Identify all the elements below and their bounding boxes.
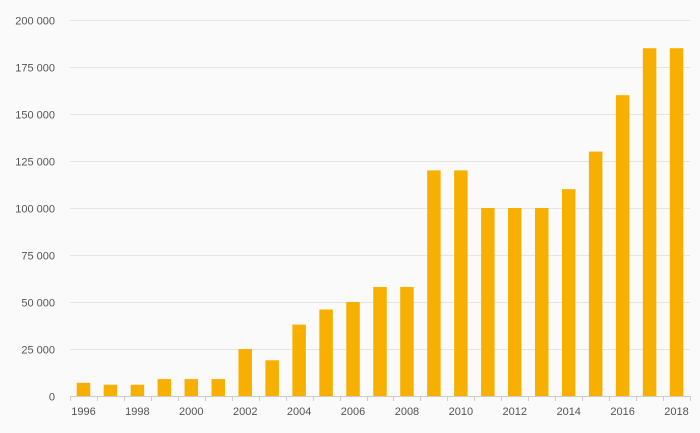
bar-2018 — [669, 48, 684, 396]
bar-2000 — [184, 379, 199, 396]
y-tick-label: 150 000 — [15, 110, 55, 122]
y-tick-label: 0 — [49, 392, 55, 404]
y-tick-label: 200 000 — [15, 16, 55, 28]
bar-2008 — [400, 286, 414, 396]
bar-2007 — [373, 286, 387, 396]
bar-2004 — [292, 324, 306, 396]
bar-2017 — [642, 48, 657, 396]
x-axis: 1996 1998 2000 2002 2004 2006 2008 2010 2012 2014… — [70, 396, 691, 418]
bar-2011 — [481, 208, 495, 396]
bar-2015 — [588, 151, 603, 396]
y-tick-label: 175 000 — [15, 63, 55, 75]
x-tick-label: 1996 — [71, 406, 95, 418]
y-tick-label: 100 000 — [15, 204, 55, 216]
bar-2009 — [427, 170, 441, 396]
y-tick-label: 25 000 — [21, 345, 55, 357]
y-axis-tick-labels: 0 25 000 50 000 75 000 100 000 125 000 150 000… — [15, 16, 55, 404]
bar-2014 — [561, 189, 576, 396]
x-tick-label: 2008 — [395, 406, 419, 418]
x-tick-label: 2002 — [233, 406, 257, 418]
bar-2013 — [534, 208, 549, 396]
bar-2001 — [211, 379, 226, 396]
x-tick-label: 2010 — [449, 406, 473, 418]
x-tick-label: 1998 — [125, 406, 149, 418]
x-tick-label: 2000 — [179, 406, 203, 418]
x-tick-label: 2006 — [341, 406, 365, 418]
bar-2012 — [508, 208, 522, 396]
bar-2010 — [454, 170, 468, 396]
bar-1997 — [103, 384, 118, 396]
x-tick-label: 2016 — [610, 406, 634, 418]
bar-2005 — [319, 309, 333, 396]
x-tick-label: 2014 — [556, 406, 580, 418]
x-tick-label: 2004 — [287, 406, 311, 418]
bars — [76, 48, 684, 396]
gridlines — [70, 20, 690, 350]
x-tick-label: 2012 — [503, 406, 527, 418]
bar-2006 — [346, 302, 360, 396]
bar-1999 — [157, 379, 172, 396]
bar-1998 — [130, 384, 145, 396]
y-tick-label: 125 000 — [15, 157, 55, 169]
y-tick-label: 75 000 — [21, 251, 55, 263]
bar-2002 — [238, 349, 252, 396]
bar-2016 — [615, 95, 630, 396]
bar-1996 — [76, 382, 91, 396]
x-tick-label: 2018 — [664, 406, 688, 418]
y-tick-label: 50 000 — [21, 298, 55, 310]
bar-2003 — [265, 360, 279, 396]
